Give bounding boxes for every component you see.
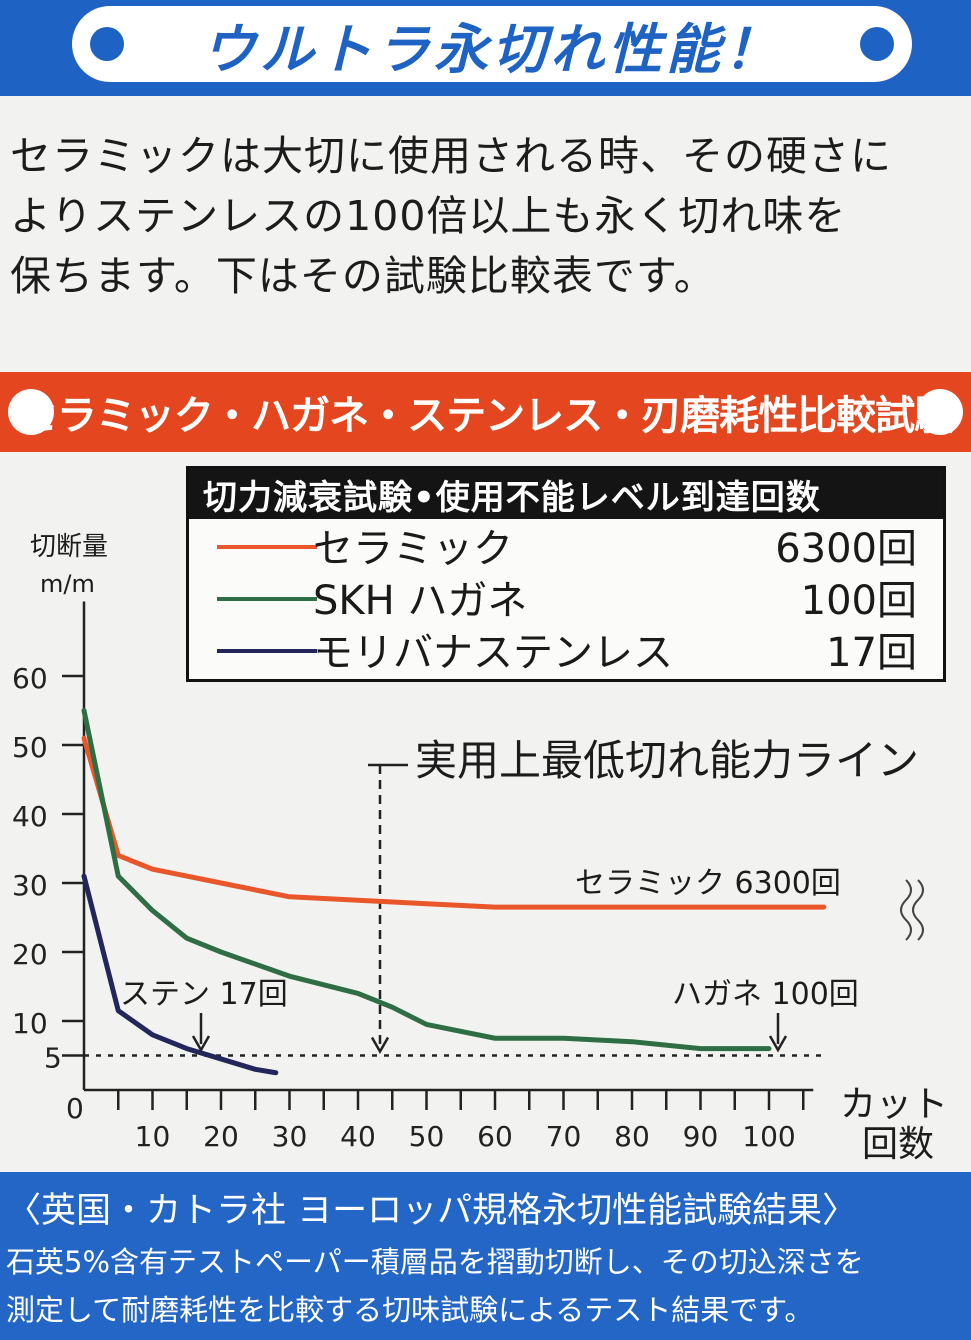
section-title: セラミック・ハガネ・ステンレス・刃磨耗性比較試験 (17, 393, 954, 439)
y-axis-unit: m/m (40, 570, 95, 598)
series-label-steel: ハガネ 100回 (672, 977, 859, 1012)
section-banner: セラミック・ハガネ・ステンレス・刃磨耗性比較試験 (0, 372, 971, 452)
legend-item: モリバナステンレス 17回 (189, 623, 943, 676)
x-tick-label: 20 (203, 1120, 239, 1153)
page-title: ウルトラ永切れ性能！ (202, 17, 782, 81)
footer-banner: 〈英国・カトラ社 ヨーロッパ規格永切性能試験結果〉 石英5%含有テストペーパー積… (0, 1172, 971, 1340)
footer-note-line: 測定して耐磨耗性を比較する切味試験によるテスト結果です。 (6, 1293, 814, 1327)
footer-title: 〈英国・カトラ社 ヨーロッパ規格永切性能試験結果〉 (6, 1191, 858, 1231)
intro-line: セラミックは大切に使用される時、その硬さに (10, 132, 892, 180)
bullet-left (8, 389, 54, 435)
title-pill: ウルトラ永切れ性能！ (72, 6, 912, 82)
x-tick-label: 80 (614, 1120, 650, 1153)
x-tick-label: 40 (340, 1120, 376, 1153)
legend-heading: 切力減衰試験•使用不能レベル到達回数 (189, 469, 943, 519)
legend-item: SKH ハガネ 100回 (189, 571, 943, 624)
legend-count: 6300回 (775, 526, 917, 572)
legend-swatch-ceramic (217, 545, 317, 549)
y-tick-label: 0 (66, 1092, 84, 1125)
series-line-2 (81, 873, 279, 1076)
x-tick-label: 70 (546, 1120, 582, 1153)
series-label-ceramic: セラミック 6300回 (575, 866, 841, 901)
legend-name: モリバナステンレス (313, 630, 673, 676)
y-axis-label: 切断量 (30, 532, 108, 562)
intro-line: 保ちます。下はその試験比較表です。 (10, 252, 716, 300)
legend-name: SKH ハガネ (313, 578, 528, 624)
y-tick-label: 30 (12, 869, 48, 902)
arrow-head-icon (370, 1036, 390, 1055)
x-tick-label: 100 (742, 1120, 795, 1153)
y-tick-label: 60 (12, 662, 48, 695)
axis-break-icon (900, 879, 912, 941)
series-line-1 (81, 708, 772, 1052)
legend-name: セラミック (313, 526, 513, 572)
legend-box: 切力減衰試験•使用不能レベル到達回数 セラミック 6300回 SKH ハガネ 1… (186, 466, 946, 682)
legend-item: セラミック 6300回 (189, 519, 943, 572)
legend-swatch-steel (217, 597, 317, 601)
y-tick-label: 5 (44, 1042, 62, 1075)
x-tick-label: 90 (683, 1120, 719, 1153)
series-label-stainless: ステン 17回 (120, 977, 288, 1012)
legend-count: 100回 (800, 578, 917, 624)
footer-note-line: 石英5%含有テストペーパー積層品を摺動切断し、その切込深さを (6, 1245, 864, 1279)
minimum-line-label: 実用上最低切れ能力ライン (415, 736, 919, 785)
bullet-right (860, 27, 894, 61)
chart-series (81, 708, 827, 1076)
x-tick-label: 10 (135, 1120, 171, 1153)
bullet-right (917, 389, 963, 435)
y-tick-label: 10 (12, 1007, 48, 1040)
intro-line: よりステンレスの100倍以上も永く切れ味を (10, 192, 847, 240)
y-tick-label: 20 (12, 938, 48, 971)
y-tick-label: 40 (12, 800, 48, 833)
x-axis-label-2: 回数 (862, 1124, 934, 1165)
axis-break-icon (912, 879, 924, 941)
arrow-head-icon (768, 1035, 788, 1053)
x-axis-label: カット (840, 1084, 948, 1125)
legend-count: 17回 (826, 630, 917, 676)
title-banner: ウルトラ永切れ性能！ (0, 0, 971, 96)
x-tick-label: 60 (477, 1120, 513, 1153)
arrow-head-icon (191, 1035, 211, 1053)
bullet-left (90, 27, 124, 61)
x-tick-label: 50 (409, 1120, 445, 1153)
y-tick-label: 50 (12, 731, 48, 764)
footer-note: 石英5%含有テストペーパー積層品を摺動切断し、その切込深さを 測定して耐磨耗性を… (6, 1238, 966, 1334)
legend-swatch-stainless (217, 649, 317, 653)
series-line-0 (81, 735, 827, 910)
intro-text: セラミックは大切に使用される時、その硬さに よりステンレスの100倍以上も永く切… (10, 126, 960, 306)
x-tick-label: 30 (272, 1120, 308, 1153)
